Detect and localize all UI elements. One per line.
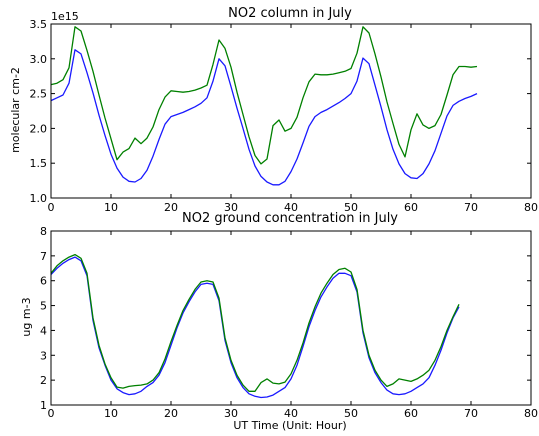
x-tick-label: 60 [404, 407, 418, 420]
x-tick-label: 10 [104, 201, 118, 214]
x-tick-label: 20 [164, 407, 178, 420]
x-tick-label: 0 [48, 407, 55, 420]
y-tick-label: 3.0 [30, 53, 48, 66]
chart-title: NO2 column in July [228, 6, 352, 21]
x-tick-label: 70 [464, 201, 478, 214]
offset-text: 1e15 [51, 10, 79, 23]
chart-no2-column: NO2 column in July 1e15 molecular cm-2 0… [9, 6, 538, 214]
series-line-2 [50, 253, 460, 392]
x-tick-label: 20 [164, 201, 178, 214]
series-line-1 [50, 49, 478, 186]
series-line-1 [50, 256, 460, 399]
y-tick-label: 3 [40, 349, 47, 362]
x-tick-label: 70 [464, 407, 478, 420]
y-tick-label: 2 [40, 374, 47, 387]
x-tick-label: 50 [344, 407, 358, 420]
x-axis-label: UT Time (Unit: Hour) [233, 419, 346, 432]
plot-area: 0 10 20 30 40 50 60 70 80 1 2 3 4 5 6 7 8 [40, 225, 538, 420]
x-tick-label: 30 [224, 201, 238, 214]
chart-title: NO2 ground concentration in July [182, 211, 398, 226]
y-tick-label: 3.5 [30, 18, 48, 31]
x-tick-label: 40 [284, 201, 298, 214]
y-tick-label: 1.0 [30, 192, 48, 205]
y-tick-label: 8 [40, 225, 47, 238]
x-tick-label: 80 [524, 201, 538, 214]
y-tick-label: 6 [40, 275, 47, 288]
chart-no2-ground: NO2 ground concentration in July ug m-3 … [20, 211, 538, 432]
y-tick-label: 5 [40, 300, 47, 313]
y-tick-label: 1 [40, 399, 47, 412]
series-line-2 [50, 26, 478, 165]
y-axis-label: ug m-3 [20, 297, 33, 336]
y-tick-label: 2.5 [30, 88, 48, 101]
x-tick-label: 80 [524, 407, 538, 420]
x-tick-label: 40 [284, 407, 298, 420]
x-tick-label: 50 [344, 201, 358, 214]
x-tick-label: 0 [48, 201, 55, 214]
y-tick-label: 4 [40, 324, 47, 337]
y-tick-label: 7 [40, 250, 47, 263]
y-tick-label: 1.5 [30, 157, 48, 170]
x-tick-label: 10 [104, 407, 118, 420]
y-axis-label: molecular cm-2 [9, 67, 22, 153]
y-tick-label: 2.0 [30, 122, 48, 135]
x-tick-label: 30 [224, 407, 238, 420]
x-tick-label: 60 [404, 201, 418, 214]
plot-area: 0 10 20 30 40 50 60 70 80 1.0 1.5 2.0 2.5 3.0 3.5 [30, 18, 539, 214]
